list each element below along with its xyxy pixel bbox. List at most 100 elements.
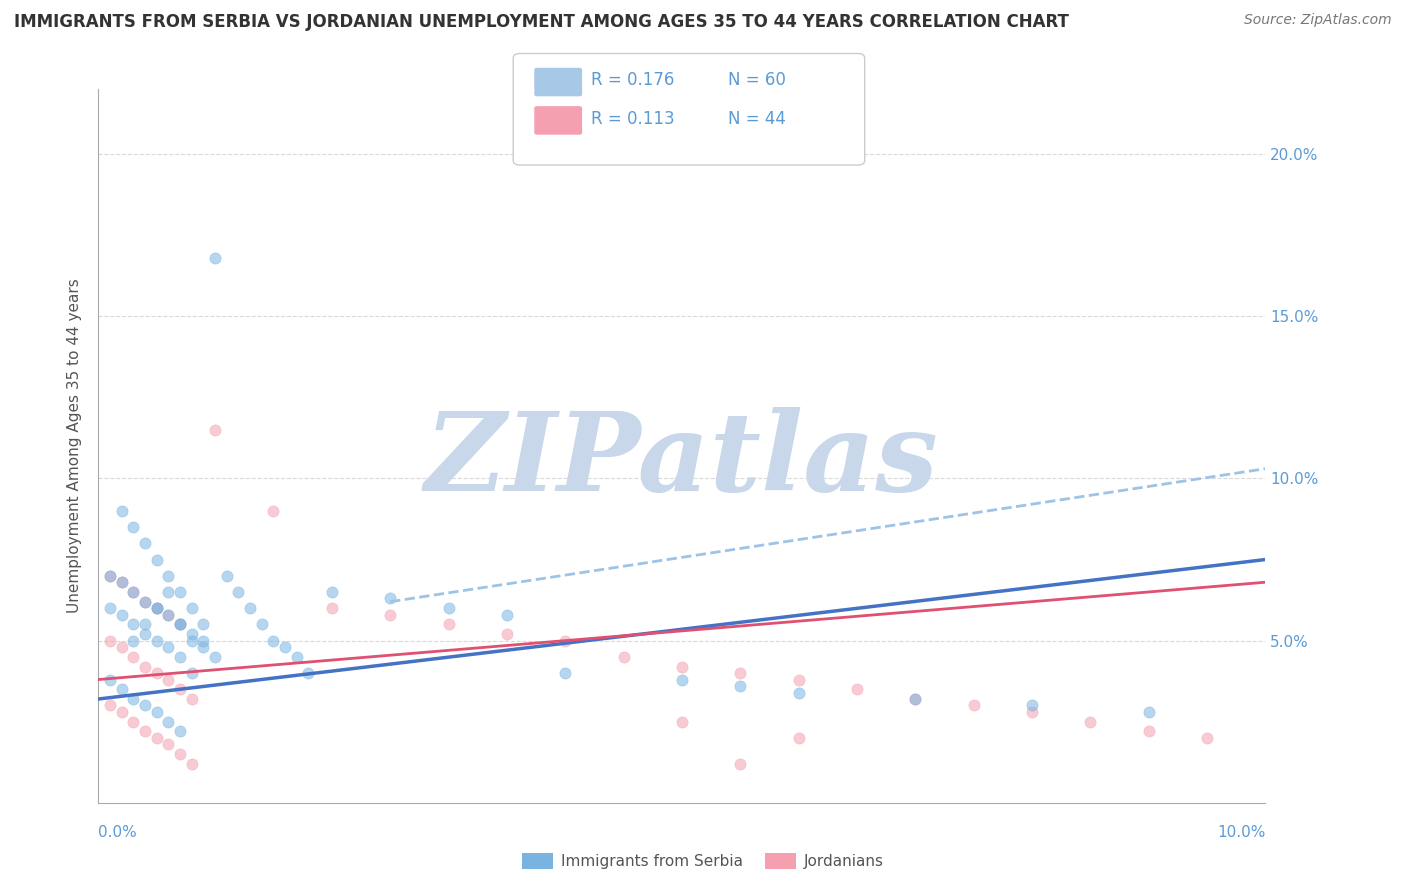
Point: [134, 724, 156, 739]
Point: [157, 738, 180, 752]
Point: [157, 607, 180, 622]
Point: [180, 692, 202, 706]
Point: [180, 756, 202, 771]
Point: [122, 692, 145, 706]
Point: [728, 679, 751, 693]
Point: [728, 756, 751, 771]
Point: [122, 520, 145, 534]
Text: N = 44: N = 44: [728, 110, 786, 128]
Point: [146, 552, 169, 566]
Point: [111, 575, 134, 590]
Point: [204, 423, 226, 437]
Text: 10.0%: 10.0%: [1218, 825, 1265, 840]
Point: [204, 649, 226, 664]
Text: Source: ZipAtlas.com: Source: ZipAtlas.com: [1244, 13, 1392, 28]
Point: [437, 601, 460, 615]
Point: [250, 617, 273, 632]
Point: [671, 673, 693, 687]
Point: [157, 585, 180, 599]
Point: [262, 633, 284, 648]
Point: [146, 601, 169, 615]
Point: [321, 585, 343, 599]
Point: [146, 705, 169, 719]
Point: [122, 585, 145, 599]
Point: [612, 649, 634, 664]
Point: [134, 595, 156, 609]
Point: [262, 504, 284, 518]
Point: [134, 659, 156, 673]
Point: [157, 673, 180, 687]
Point: [1021, 698, 1043, 713]
Point: [111, 607, 134, 622]
Point: [437, 617, 460, 632]
Point: [134, 698, 156, 713]
Point: [111, 640, 134, 654]
Point: [157, 568, 180, 582]
Point: [378, 607, 402, 622]
Point: [787, 673, 810, 687]
Point: [111, 504, 134, 518]
Point: [193, 633, 215, 648]
Point: [111, 705, 134, 719]
Point: [215, 568, 238, 582]
Point: [122, 649, 145, 664]
Point: [146, 633, 169, 648]
Point: [1021, 705, 1043, 719]
Point: [554, 666, 576, 681]
Point: [728, 666, 751, 681]
Point: [193, 640, 215, 654]
Point: [122, 617, 145, 632]
Point: [146, 666, 169, 681]
Point: [962, 698, 984, 713]
Point: [98, 568, 121, 582]
Point: [169, 585, 191, 599]
Point: [122, 585, 145, 599]
Y-axis label: Unemployment Among Ages 35 to 44 years: Unemployment Among Ages 35 to 44 years: [67, 278, 83, 614]
Point: [1137, 705, 1160, 719]
Point: [157, 607, 180, 622]
Point: [378, 591, 402, 606]
Point: [157, 714, 180, 729]
Point: [169, 649, 191, 664]
Point: [134, 595, 156, 609]
Point: [1137, 724, 1160, 739]
Legend: Immigrants from Serbia, Jordanians: Immigrants from Serbia, Jordanians: [516, 847, 890, 875]
Point: [169, 747, 191, 761]
Point: [146, 731, 169, 745]
Point: [98, 601, 121, 615]
Point: [904, 692, 927, 706]
Point: [134, 617, 156, 632]
Point: [134, 627, 156, 641]
Point: [321, 601, 343, 615]
Text: ZIPatlas: ZIPatlas: [425, 407, 939, 514]
Point: [193, 617, 215, 632]
Point: [904, 692, 927, 706]
Point: [169, 617, 191, 632]
Point: [111, 575, 134, 590]
Point: [146, 601, 169, 615]
Point: [157, 640, 180, 654]
Point: [98, 633, 121, 648]
Point: [274, 640, 297, 654]
Point: [495, 607, 517, 622]
Point: [297, 666, 319, 681]
Point: [787, 685, 810, 699]
Point: [169, 724, 191, 739]
Point: [180, 666, 202, 681]
Point: [122, 633, 145, 648]
Point: [180, 633, 202, 648]
Point: [98, 673, 121, 687]
Point: [180, 627, 202, 641]
Point: [146, 601, 169, 615]
Text: R = 0.113: R = 0.113: [591, 110, 673, 128]
Point: [787, 731, 810, 745]
Point: [554, 633, 576, 648]
Point: [1080, 714, 1102, 729]
Point: [204, 251, 226, 265]
Text: 0.0%: 0.0%: [98, 825, 138, 840]
Text: R = 0.176: R = 0.176: [591, 71, 673, 89]
Point: [671, 659, 693, 673]
Point: [169, 617, 191, 632]
Point: [845, 682, 868, 697]
Point: [98, 698, 121, 713]
